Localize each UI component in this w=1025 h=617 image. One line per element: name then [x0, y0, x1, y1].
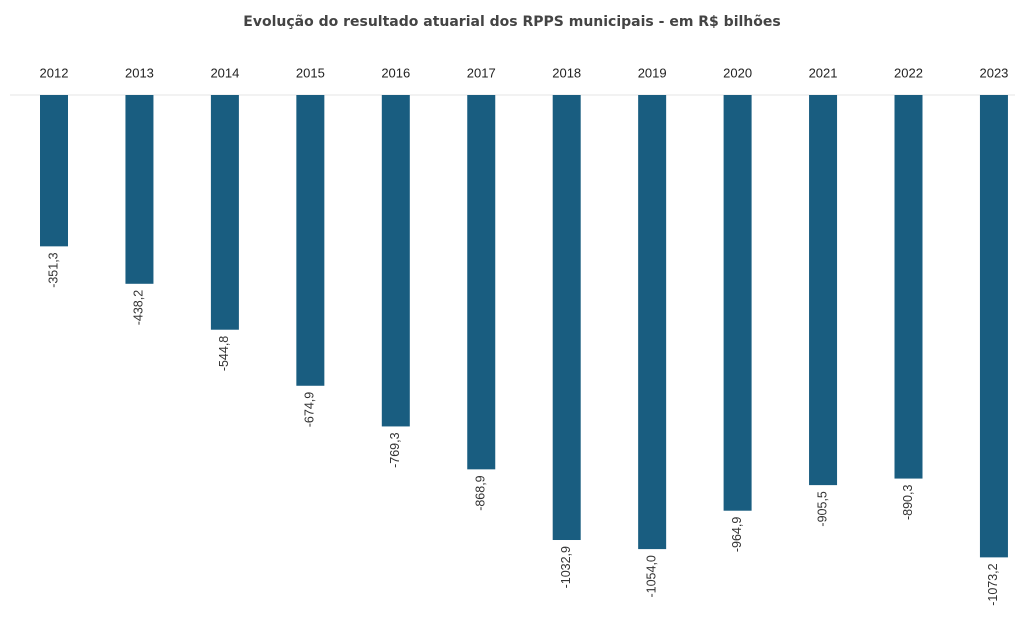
- bar: [125, 95, 154, 284]
- bar: [552, 95, 581, 541]
- bar: [40, 95, 68, 247]
- x-tick-label: 2017: [467, 65, 496, 80]
- bar: [638, 95, 667, 550]
- value-label: -351,3: [46, 252, 60, 287]
- x-tick-label: 2014: [210, 65, 239, 80]
- value-label: -964,9: [730, 517, 744, 552]
- value-label: -544,8: [217, 336, 231, 371]
- bar: [381, 95, 410, 427]
- x-tick-label: 2012: [40, 65, 69, 80]
- value-label: -438,2: [132, 290, 146, 325]
- x-tick-label: 2022: [894, 65, 923, 80]
- value-label: -674,9: [303, 392, 317, 427]
- x-tick-label: 2018: [552, 65, 581, 80]
- value-label: -868,9: [474, 475, 488, 510]
- bar: [467, 95, 496, 470]
- x-tick-label: 2013: [125, 65, 154, 80]
- bar: [809, 95, 838, 486]
- value-label: -1073,2: [986, 563, 1000, 605]
- x-tick-label: 2015: [296, 65, 325, 80]
- x-tick-label: 2016: [381, 65, 410, 80]
- x-tick-label: 2019: [638, 65, 667, 80]
- value-label: -769,3: [388, 432, 402, 467]
- x-tick-label: 2020: [723, 65, 752, 80]
- bar: [979, 95, 1008, 558]
- value-label: -1032,9: [559, 546, 573, 588]
- value-label: -890,3: [901, 485, 915, 520]
- bar: [296, 95, 325, 386]
- value-label: -1054,0: [644, 555, 658, 597]
- value-label: -905,5: [815, 491, 829, 526]
- bar: [210, 95, 239, 330]
- bar: [894, 95, 923, 479]
- x-tick-label: 2023: [979, 65, 1008, 80]
- chart-title: Evolução do resultado atuarial dos RPPS …: [243, 14, 780, 30]
- x-tick-label: 2021: [809, 65, 838, 80]
- bar: [723, 95, 752, 511]
